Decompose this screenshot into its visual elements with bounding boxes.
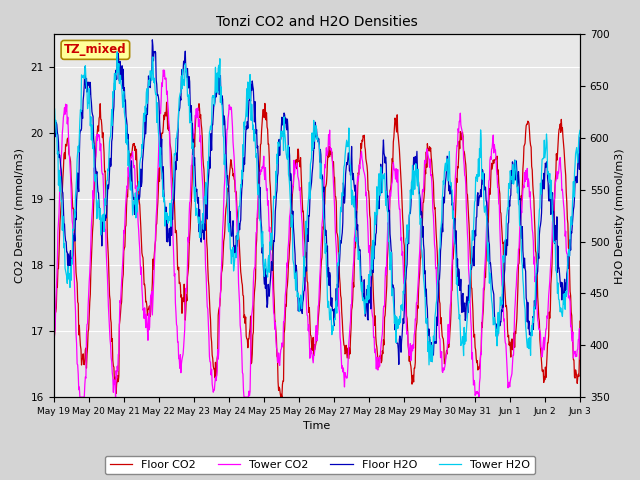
Line: Tower CO2: Tower CO2 [54, 70, 580, 397]
Y-axis label: CO2 Density (mmol/m3): CO2 Density (mmol/m3) [15, 148, 25, 283]
Floor H2O [148, 37, 156, 43]
Floor H2O [551, 241, 559, 247]
Floor H2O [269, 268, 276, 274]
Tower H2O [148, 77, 156, 83]
Floor CO2 [50, 345, 58, 350]
Line: Tower H2O: Tower H2O [54, 52, 580, 365]
Floor H2O [576, 134, 584, 140]
Tower CO2 [269, 296, 277, 302]
Tower CO2 [551, 195, 559, 201]
Floor H2O [147, 72, 155, 78]
Tower CO2 [159, 67, 167, 73]
Floor CO2 [269, 243, 276, 249]
Floor CO2 [75, 332, 83, 338]
Line: Floor CO2: Floor CO2 [54, 102, 580, 397]
Tower H2O [360, 303, 368, 309]
Floor H2O [50, 129, 58, 135]
Floor CO2 [147, 297, 155, 302]
Floor CO2 [576, 318, 584, 324]
Text: TZ_mixed: TZ_mixed [64, 43, 127, 57]
Title: Tonzi CO2 and H2O Densities: Tonzi CO2 and H2O Densities [216, 15, 418, 29]
Floor H2O [75, 189, 83, 194]
Tower H2O [113, 49, 121, 55]
Tower CO2 [76, 394, 84, 400]
Tower CO2 [361, 172, 369, 178]
Floor CO2 [163, 99, 170, 105]
Floor CO2 [551, 188, 559, 194]
Line: Floor H2O: Floor H2O [54, 40, 580, 364]
Tower CO2 [50, 358, 58, 363]
Floor CO2 [277, 394, 285, 400]
X-axis label: Time: Time [303, 421, 330, 432]
Tower H2O [551, 239, 559, 245]
Tower CO2 [576, 356, 584, 362]
Y-axis label: H2O Density (mmol/m3): H2O Density (mmol/m3) [615, 148, 625, 284]
Floor H2O [395, 361, 403, 367]
Floor CO2 [559, 134, 567, 140]
Floor CO2 [361, 144, 369, 149]
Legend: Floor CO2, Tower CO2, Floor H2O, Tower H2O: Floor CO2, Tower CO2, Floor H2O, Tower H… [105, 456, 535, 474]
Floor H2O [360, 277, 368, 283]
Tower H2O [576, 127, 584, 133]
Tower CO2 [75, 387, 83, 393]
Tower H2O [269, 224, 276, 229]
Tower CO2 [148, 288, 156, 294]
Tower H2O [75, 149, 83, 155]
Tower H2O [50, 122, 58, 128]
Floor H2O [559, 291, 567, 297]
Tower H2O [425, 362, 433, 368]
Tower H2O [559, 304, 567, 310]
Tower CO2 [559, 194, 567, 200]
